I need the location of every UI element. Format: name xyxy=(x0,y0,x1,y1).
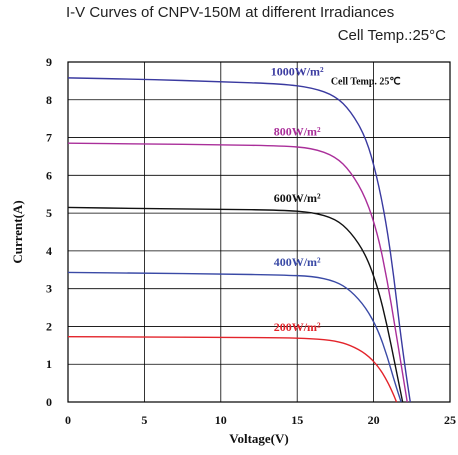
chart-title: I-V Curves of CNPV-150M at different Irr… xyxy=(66,4,395,21)
x-axis-label: Voltage(V) xyxy=(229,431,288,446)
x-tick-label: 25 xyxy=(444,413,456,427)
y-tick-label: 7 xyxy=(46,131,52,145)
y-tick-label: 8 xyxy=(46,93,52,107)
series-line-1 xyxy=(67,142,408,403)
series-label-1: 800W/m² xyxy=(274,124,321,138)
series-line-2 xyxy=(67,206,404,403)
series-line-0 xyxy=(67,77,411,403)
y-tick-label: 3 xyxy=(46,282,52,296)
x-tick-label: 5 xyxy=(141,413,147,427)
x-tick-label: 10 xyxy=(215,413,227,427)
y-axis-label: Current(A) xyxy=(10,200,25,263)
plot-frame xyxy=(67,61,451,403)
series-label-2: 600W/m² xyxy=(274,191,321,205)
y-tick-label: 6 xyxy=(46,168,52,182)
y-tick-label: 1 xyxy=(46,357,52,371)
series-label-4: 200W/m² xyxy=(274,320,321,334)
series-label-0: 1000W/m² xyxy=(271,65,324,79)
series-label-3: 400W/m² xyxy=(274,255,321,269)
y-tick-label: 5 xyxy=(46,206,52,220)
series-line-4 xyxy=(67,335,398,403)
annotation-0: Cell Temp. 25℃ xyxy=(331,77,401,88)
x-tick-label: 0 xyxy=(65,413,71,427)
x-tick-label: 15 xyxy=(291,413,303,427)
x-tick-label: 20 xyxy=(368,413,380,427)
y-tick-label: 0 xyxy=(46,395,52,409)
chart-subtitle: Cell Temp.:25°C xyxy=(337,27,446,44)
y-tick-label: 9 xyxy=(46,55,52,69)
y-tick-label: 2 xyxy=(46,319,52,333)
series-line-3 xyxy=(67,271,402,403)
y-tick-label: 4 xyxy=(46,244,52,258)
